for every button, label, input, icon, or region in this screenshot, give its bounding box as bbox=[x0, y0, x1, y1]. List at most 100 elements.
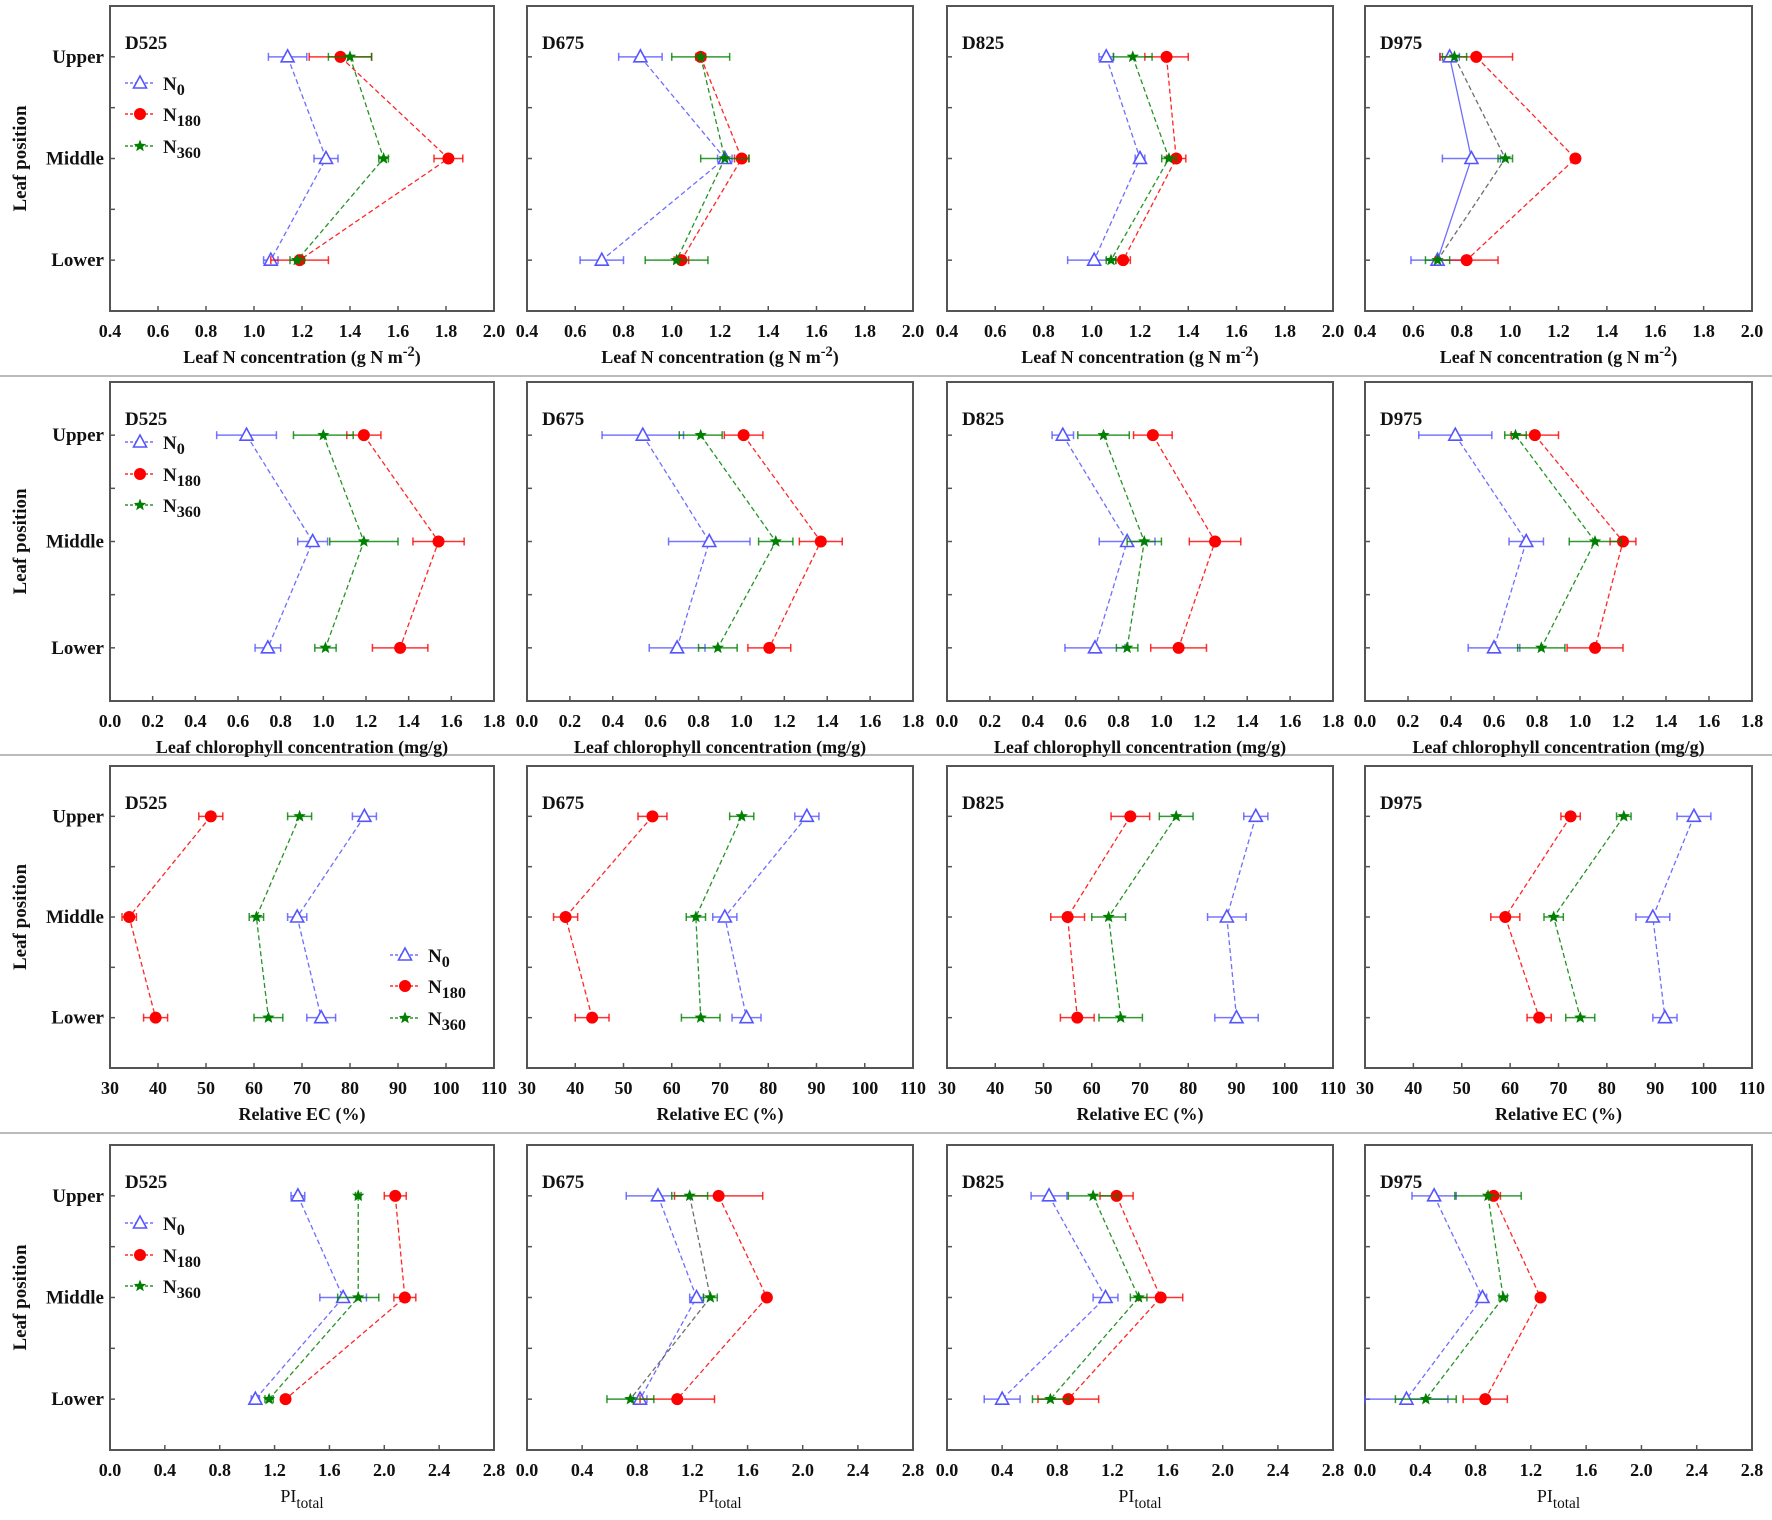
x-tick-label: 1.4 bbox=[757, 321, 780, 341]
data-point-open-triangle bbox=[669, 639, 685, 654]
data-point-open-triangle bbox=[1686, 807, 1702, 823]
x-tick-label: 0.6 bbox=[644, 711, 667, 731]
data-point-open-triangle bbox=[1398, 1390, 1415, 1405]
data-point-filled-circle bbox=[1533, 1011, 1546, 1024]
x-tick-label: 1.8 bbox=[483, 711, 506, 731]
series-n360 bbox=[1031, 1189, 1148, 1405]
series-line bbox=[245, 434, 314, 649]
x-tick-label: 0.0 bbox=[516, 711, 539, 731]
panel-d675-row4: 0.0 0.4 0.8 1.2 1.6 2.0 2.4 2.8 PItotal D675 bbox=[516, 1144, 924, 1512]
x-tick-label: 30 bbox=[101, 1078, 119, 1098]
data-point-open-triangle bbox=[289, 908, 306, 923]
panel-d975-row1: 0.4 0.6 0.8 1.0 1.2 1.4 1.6 1.8 2.0 Leaf N concen… bbox=[1354, 5, 1763, 368]
data-point-open-triangle bbox=[632, 48, 649, 63]
y-category-label: Upper bbox=[52, 47, 104, 68]
x-tick-label: 1.0 bbox=[1081, 321, 1104, 341]
panel-d975-row4: 0.0 0.4 0.8 1.2 1.6 2.0 2.4 2.8 PItotal D975 bbox=[1354, 1144, 1764, 1512]
data-point-filled-circle bbox=[1589, 641, 1602, 654]
x-tick-label: 2.0 bbox=[1211, 1460, 1234, 1480]
data-point-filled-circle bbox=[432, 535, 445, 548]
data-point-open-triangle bbox=[593, 251, 610, 266]
panel-d825-row2: 0.0 0.2 0.4 0.6 0.8 1.0 1.2 1.4 1.6 1.8 Leaf chlor… bbox=[936, 381, 1345, 758]
data-point-filled-circle bbox=[389, 1189, 402, 1202]
x-tick-label: 100 bbox=[433, 1078, 460, 1098]
series-line bbox=[268, 1195, 359, 1400]
series-n0 bbox=[983, 1187, 1119, 1405]
series-line bbox=[680, 56, 743, 261]
x-tick-label: 0.8 bbox=[195, 321, 218, 341]
series-line bbox=[695, 816, 743, 1018]
data-point-filled-circle bbox=[442, 152, 455, 165]
y-category-label: Middle bbox=[46, 907, 104, 928]
x-tick-label: 1.6 bbox=[440, 711, 463, 731]
x-tick-label: 110 bbox=[1320, 1078, 1346, 1098]
panel-title: D525 bbox=[125, 409, 167, 430]
x-tick-label: 1.8 bbox=[1741, 711, 1764, 731]
x-tick-label: 1.2 bbox=[709, 321, 732, 341]
data-point-star bbox=[377, 152, 390, 164]
series-n360 bbox=[1543, 809, 1632, 1023]
x-tick-label: 1.0 bbox=[661, 321, 684, 341]
data-point-open-triangle bbox=[313, 1008, 330, 1024]
data-point-star bbox=[1044, 1392, 1057, 1405]
x-tick-label: 30 bbox=[1356, 1078, 1374, 1098]
x-tick-label: 0.6 bbox=[1402, 321, 1425, 341]
data-point-filled-circle bbox=[279, 1393, 292, 1406]
legend-marker-star bbox=[133, 1279, 147, 1292]
x-tick-label: 1.8 bbox=[1322, 711, 1345, 731]
x-tick-label: 2.0 bbox=[791, 1460, 814, 1480]
data-point-star bbox=[1547, 910, 1560, 923]
x-tick-label: 1.0 bbox=[1499, 321, 1522, 341]
x-tick-label: 1.6 bbox=[1644, 321, 1667, 341]
x-tick-label: 30 bbox=[938, 1078, 956, 1098]
x-tick-label: 2.4 bbox=[847, 1460, 870, 1480]
x-tick-label: 1.8 bbox=[854, 321, 877, 341]
panel-d825-row1: 0.4 0.6 0.8 1.0 1.2 1.4 1.6 1.8 2.0 Leaf N concen… bbox=[936, 5, 1344, 368]
data-point-star bbox=[1086, 1189, 1100, 1202]
x-tick-label: 1.6 bbox=[387, 321, 410, 341]
x-tick-label: 60 bbox=[1501, 1078, 1519, 1098]
plot-frame bbox=[1364, 5, 1753, 312]
data-point-star bbox=[1574, 1011, 1587, 1023]
x-tick-label: 1.4 bbox=[397, 711, 420, 731]
series-n180 bbox=[723, 429, 843, 654]
x-tick-label: 80 bbox=[1598, 1078, 1616, 1098]
panel-d825-row3: 30 40 50 60 70 80 90 100 110 Relative EC (%) D825 bbox=[938, 765, 1346, 1125]
x-tick-label: 1.6 bbox=[1225, 321, 1248, 341]
x-axis-label: Leaf N concentration (g N m-2) bbox=[183, 344, 420, 368]
series-n180 bbox=[1510, 429, 1637, 654]
data-point-star bbox=[317, 428, 330, 441]
series-n360 bbox=[644, 50, 750, 266]
data-point-filled-circle bbox=[357, 429, 370, 442]
panel-title: D525 bbox=[125, 33, 167, 54]
data-point-star bbox=[293, 809, 306, 822]
x-tick-label: 100 bbox=[851, 1078, 878, 1098]
data-point-star bbox=[1138, 535, 1151, 547]
x-tick-label: 1.2 bbox=[681, 1460, 704, 1480]
data-point-open-triangle bbox=[304, 532, 321, 548]
x-axis-label: Leaf N concentration (g N m-2) bbox=[601, 344, 838, 368]
data-point-open-triangle bbox=[1247, 807, 1264, 823]
series-n0 bbox=[625, 1187, 705, 1405]
data-point-open-triangle bbox=[260, 639, 276, 654]
x-tick-label: 1.6 bbox=[1279, 711, 1302, 731]
x-axis-label: PItotal bbox=[280, 1486, 323, 1512]
data-point-open-triangle bbox=[1097, 1288, 1114, 1304]
data-point-filled-circle bbox=[1071, 1011, 1084, 1024]
series-n0 bbox=[215, 426, 329, 654]
panel-d825-row4: 0.0 0.4 0.8 1.2 1.6 2.0 2.4 2.8 PItotal D825 bbox=[936, 1144, 1344, 1512]
x-tick-label: 0.0 bbox=[1354, 711, 1377, 731]
data-point-star bbox=[319, 641, 332, 654]
data-point-star bbox=[1104, 253, 1118, 266]
x-tick-label: 2.8 bbox=[1741, 1460, 1764, 1480]
x-tick-label: 70 bbox=[293, 1078, 311, 1098]
series-n360 bbox=[248, 809, 313, 1023]
data-point-open-triangle bbox=[738, 1008, 755, 1024]
x-tick-label: 0.2 bbox=[1397, 711, 1420, 731]
series-n180 bbox=[121, 810, 224, 1024]
data-point-star bbox=[1097, 428, 1110, 441]
x-tick-label: 1.4 bbox=[339, 321, 362, 341]
data-point-open-triangle bbox=[279, 48, 296, 63]
series-line bbox=[1466, 56, 1577, 261]
data-point-filled-circle bbox=[1564, 810, 1577, 823]
